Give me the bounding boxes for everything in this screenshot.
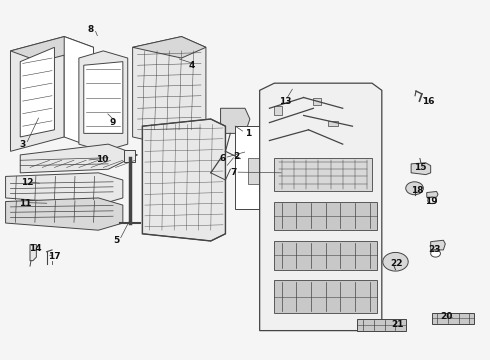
Polygon shape [10, 37, 94, 62]
Text: 4: 4 [189, 61, 195, 70]
Text: 5: 5 [113, 237, 120, 246]
Polygon shape [20, 144, 138, 173]
Polygon shape [133, 37, 206, 58]
Polygon shape [5, 173, 123, 205]
Text: 23: 23 [428, 246, 441, 255]
Polygon shape [274, 280, 377, 313]
Bar [328, 121, 338, 126]
Polygon shape [235, 126, 279, 209]
Polygon shape [30, 244, 36, 261]
Bar [248, 158, 269, 184]
Text: 2: 2 [233, 152, 239, 161]
Circle shape [431, 250, 441, 257]
Text: 1: 1 [245, 129, 251, 138]
Polygon shape [5, 198, 123, 230]
Text: 21: 21 [392, 320, 404, 329]
Circle shape [406, 182, 423, 195]
Text: 15: 15 [414, 163, 426, 172]
Text: 20: 20 [441, 312, 453, 321]
Polygon shape [79, 51, 128, 151]
Polygon shape [357, 319, 406, 330]
Polygon shape [432, 313, 474, 324]
Polygon shape [143, 119, 225, 241]
Text: 12: 12 [21, 178, 34, 187]
Text: 10: 10 [96, 155, 108, 164]
Text: 3: 3 [19, 140, 25, 149]
Text: 18: 18 [411, 186, 424, 195]
Polygon shape [124, 149, 135, 162]
Text: 22: 22 [391, 259, 403, 268]
Polygon shape [411, 163, 431, 175]
Text: 11: 11 [19, 199, 32, 208]
Polygon shape [260, 83, 382, 330]
Bar [314, 98, 321, 105]
Bar [274, 107, 282, 116]
Polygon shape [274, 202, 377, 230]
Circle shape [428, 197, 437, 204]
Text: 13: 13 [279, 96, 292, 105]
Polygon shape [274, 158, 372, 191]
Polygon shape [133, 37, 206, 148]
Text: 16: 16 [422, 96, 434, 105]
Polygon shape [282, 158, 293, 187]
Polygon shape [431, 240, 445, 250]
Polygon shape [10, 37, 64, 151]
Text: 19: 19 [425, 197, 438, 206]
Text: 9: 9 [109, 118, 116, 127]
Polygon shape [220, 108, 250, 134]
Text: 6: 6 [220, 154, 226, 163]
Polygon shape [427, 192, 438, 197]
Polygon shape [20, 47, 54, 137]
Text: 8: 8 [88, 25, 94, 34]
Circle shape [383, 252, 408, 271]
Polygon shape [64, 37, 94, 148]
Text: 7: 7 [230, 168, 237, 177]
Polygon shape [274, 241, 377, 270]
Text: 14: 14 [29, 244, 42, 253]
Polygon shape [84, 62, 123, 134]
Text: 17: 17 [48, 252, 60, 261]
